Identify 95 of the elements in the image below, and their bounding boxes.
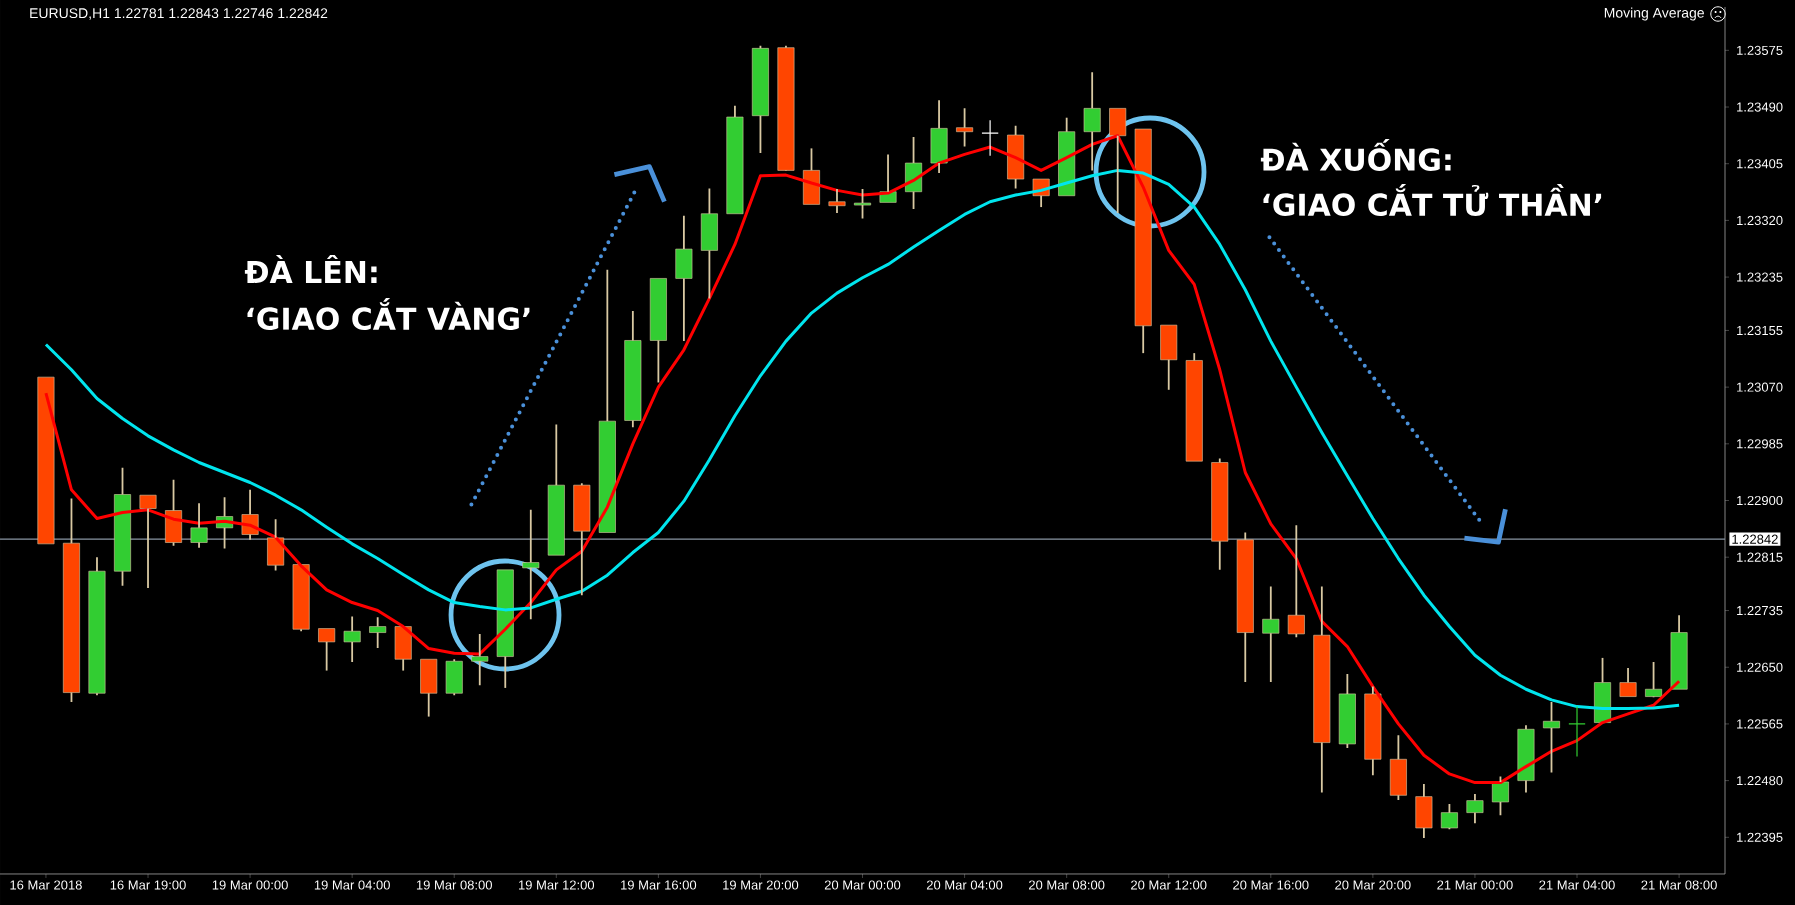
candlestick: [267, 518, 285, 572]
candlestick: [624, 310, 642, 429]
candlestick: [751, 44, 769, 154]
candlestick: [496, 569, 514, 689]
y-tick-label: 1.22815: [1737, 552, 1783, 562]
candlestick: [318, 628, 336, 672]
y-tick-label: 1.23405: [1737, 159, 1783, 169]
candlestick: [1262, 585, 1280, 683]
x-tick-label: 16 Mar 2018: [10, 880, 82, 890]
annotation: ĐÀ XUỐNG:: [1260, 139, 1451, 172]
candlestick: [598, 268, 616, 533]
y-tick-label: 1.23070: [1737, 382, 1783, 392]
candlestick: [1670, 614, 1688, 690]
candlestick: [394, 626, 412, 672]
candlestick: [1287, 524, 1305, 639]
ref-line-label: 1.22842: [1732, 534, 1778, 544]
x-tick-label: 20 Mar 00:00: [824, 880, 901, 890]
candlestick: [700, 187, 718, 300]
candlestick: [139, 494, 157, 589]
y-tick-label: 1.22985: [1737, 439, 1783, 449]
candlestick: [1211, 457, 1229, 571]
candlestick: [1619, 667, 1637, 697]
x-tick-label: 19 Mar 00:00: [212, 880, 288, 890]
candlestick: [1364, 685, 1382, 777]
candlestick: [1313, 585, 1331, 794]
candlestick: [1517, 724, 1535, 794]
candlestick: [1160, 324, 1178, 391]
candlestick: [1645, 661, 1663, 697]
candlestick: [1083, 71, 1101, 172]
x-tick-label: 21 Mar 04:00: [1539, 880, 1615, 890]
candlestick: [1491, 775, 1509, 817]
y-tick-label: 1.22395: [1737, 832, 1783, 842]
y-tick-label: 1.22480: [1737, 776, 1783, 786]
y-tick-label: 1.23320: [1737, 215, 1783, 226]
annotation: ĐÀ LÊN:: [244, 255, 377, 283]
annotation: ‘GIAO CẮT TỬ THẦN’: [1263, 183, 1602, 217]
candlestick: [63, 497, 80, 703]
candlestick: [649, 278, 667, 384]
candlestick: [292, 564, 310, 633]
y-tick-label: 1.23155: [1737, 325, 1783, 336]
candlestick: [777, 44, 795, 171]
x-tick-label: 16 Mar 19:00: [110, 880, 186, 890]
x-tick-label: 20 Mar 12:00: [1131, 880, 1207, 890]
candlestick: [675, 214, 693, 343]
y-tick-label: 1.23235: [1737, 272, 1783, 282]
candlestick: [190, 502, 208, 549]
candlestick: [369, 616, 387, 649]
candlestick: [1389, 734, 1407, 801]
candlestick: [573, 482, 591, 597]
candlestick: [956, 107, 974, 148]
candlestick: [420, 658, 438, 718]
candlestick: [930, 99, 948, 174]
candlestick: [854, 188, 871, 220]
x-tick-label: 19 Mar 04:00: [314, 880, 390, 890]
chart-title: EURUSD,H1 1.22781 1.22843 1.22746 1.22842: [30, 8, 328, 20]
candlestick: [1109, 108, 1127, 214]
x-tick-label: 19 Mar 20:00: [723, 880, 799, 890]
candlestick: [522, 508, 540, 621]
candlestick: [165, 478, 182, 547]
annotation: ‘GIAO CẮT VÀNG’: [247, 297, 530, 331]
candlestick: [1236, 531, 1254, 683]
x-tick-label: 20 Mar 16:00: [1233, 880, 1309, 890]
x-tick-label: 19 Mar 16:00: [621, 880, 697, 890]
x-tick-label: 20 Mar 08:00: [1029, 880, 1105, 890]
x-tick-label: 21 Mar 00:00: [1437, 880, 1513, 890]
candlestick: [114, 466, 131, 587]
candlestick: [1568, 705, 1586, 758]
candlestick: [88, 556, 106, 697]
y-tick-label: 1.23490: [1737, 102, 1783, 112]
candlestick: [1466, 793, 1484, 825]
candlestick: [471, 633, 489, 687]
candlestick: [1338, 673, 1356, 749]
candlestick: [1058, 116, 1076, 197]
candlestick: [726, 104, 744, 215]
y-tick-label: 1.22565: [1737, 719, 1783, 729]
candlestick: [343, 615, 361, 663]
x-tick-label: 19 Mar 12:00: [519, 880, 595, 890]
x-tick-label: 20 Mar 20:00: [1335, 880, 1411, 890]
candlestick: [828, 188, 846, 214]
y-tick-label: 1.22900: [1737, 495, 1783, 506]
x-tick-label: 20 Mar 04:00: [926, 880, 1003, 890]
x-tick-label: 19 Mar 08:00: [416, 880, 492, 890]
candlestick: [547, 423, 565, 556]
candlestick: [445, 658, 463, 697]
candlestick: [981, 119, 999, 157]
y-tick-label: 1.22650: [1737, 662, 1783, 672]
candlestick: [1185, 352, 1203, 462]
candlestick: [1007, 124, 1025, 190]
y-tick-label: 1.22735: [1737, 605, 1783, 616]
annotation: Moving Average: [1604, 7, 1704, 21]
x-tick-label: 21 Mar 08:00: [1641, 880, 1717, 890]
y-tick-label: 1.23575: [1737, 45, 1783, 55]
candlestick: [1543, 701, 1560, 774]
candlestick: [1415, 783, 1433, 839]
candlestick: [1134, 128, 1152, 355]
